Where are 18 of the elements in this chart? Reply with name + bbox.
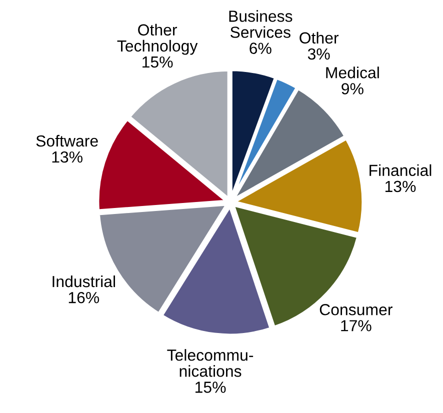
data-label: 13%	[385, 180, 416, 192]
data-label: 6%	[250, 42, 272, 54]
data-label: 15%	[196, 382, 226, 393]
data-label: 3%	[308, 48, 330, 60]
slice-label: Consumer	[320, 304, 392, 316]
slice-label: Financial	[370, 164, 432, 176]
slice-label: Business Services	[229, 10, 292, 38]
slice-label: Medical	[326, 66, 379, 78]
data-label: 16%	[68, 292, 100, 304]
data-label: 15%	[142, 56, 173, 68]
slice-label: Industrial	[52, 275, 115, 288]
data-label: 9%	[342, 83, 364, 94]
slice-label: Other	[300, 32, 339, 44]
data-label: 17%	[341, 320, 372, 332]
slice-label: Telecommu- nications	[167, 349, 254, 377]
data-label: 13%	[52, 151, 82, 163]
slice-label: Software	[36, 134, 98, 147]
slice-label: Other Technology	[117, 24, 198, 55]
